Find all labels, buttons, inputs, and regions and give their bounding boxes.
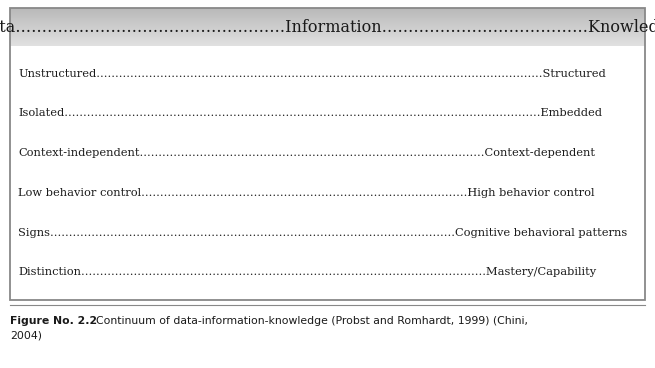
Text: Figure No. 2.2: Figure No. 2.2 [10,316,97,326]
Bar [10,41,645,42]
Bar [10,44,645,45]
Bar [10,29,645,30]
Bar [10,15,645,17]
Bar [10,20,645,21]
Bar [10,10,645,11]
Bar [10,28,645,29]
Bar [10,26,645,27]
Bar [10,8,645,9]
Bar [10,40,645,41]
Bar [10,36,645,38]
Text: Isolated……………………………………………………………………………………………………………....Embedded: Isolated……………………………………………………………………………………… [18,109,602,118]
Bar [10,39,645,40]
Bar [10,38,645,39]
Text: Low behavior control……………………………………………………………………………High behavior control: Low behavior control……………………………………………………… [18,188,595,198]
Bar [10,31,645,32]
Bar [10,33,645,35]
Bar [10,30,645,31]
Bar [10,21,645,22]
Bar [10,35,645,36]
Text: Signs………………………………………………………………………………………………Cognitive behavioral patterns: Signs……………………………………………………………………………………………… [18,227,627,237]
Text: Unstructured………………………………………………………………………………………………………..Structured: Unstructured…………………………………………………………………………… [18,69,606,79]
Bar [10,45,645,46]
Bar [10,9,645,10]
Bar [10,8,645,300]
Bar [10,17,645,18]
Bar [10,43,645,44]
Bar [10,27,645,28]
Text: 2004): 2004) [10,330,42,340]
Bar [10,24,645,25]
Bar [10,13,645,14]
Bar [10,14,645,15]
Bar [10,18,645,20]
Bar [10,23,645,24]
Text: Distinction…………………………………......………………………………………………………Mastery/Capability: Distinction…………………………………......…………………………… [18,267,596,277]
Bar [10,22,645,23]
Bar [10,12,645,13]
Bar [10,11,645,12]
Bar [10,25,645,26]
Text: Context-independent………………………………………………………………………………..Context-dependent: Context-independent………………………………………………………… [18,148,595,158]
Bar [10,32,645,33]
Text: Data……………………………………………Information…………………………………Knowledge: Data……………………………………………Information……………………… [0,18,655,35]
Bar [10,46,645,300]
Bar [10,42,645,43]
Text: Continuum of data-information-knowledge (Probst and Romhardt, 1999) (Chini,: Continuum of data-information-knowledge … [82,316,528,326]
